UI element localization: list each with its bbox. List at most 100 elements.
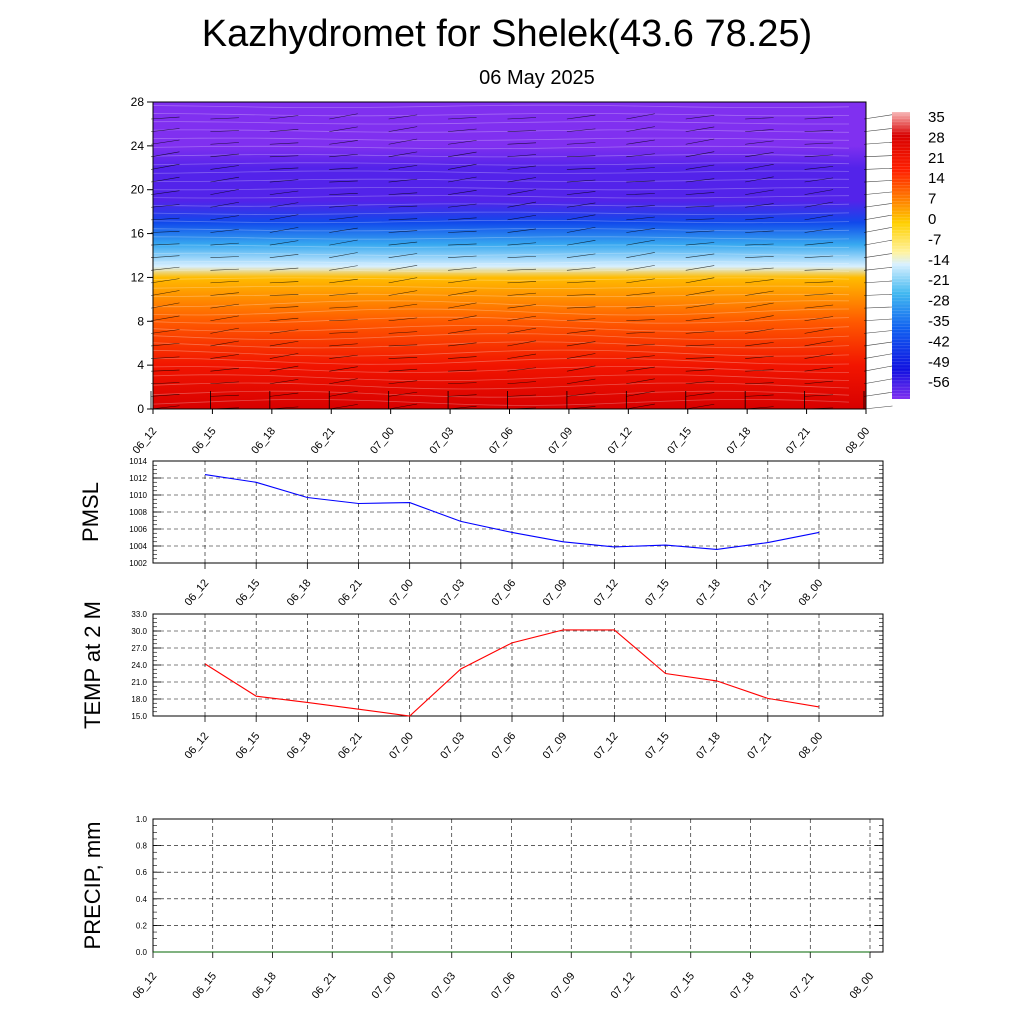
- wind-barb: [329, 292, 358, 296]
- wind-barb: [804, 380, 834, 385]
- wind-barb: [804, 154, 834, 158]
- isotherm-line: [152, 260, 850, 265]
- wind-barb: [566, 294, 596, 296]
- wind-barb: [388, 230, 418, 233]
- wind-barb: [745, 217, 774, 221]
- colorbar-label: -56: [928, 374, 950, 391]
- wind-barb: [388, 165, 418, 170]
- wind-barb: [745, 152, 774, 158]
- y-tick-label: 20: [131, 183, 145, 197]
- wind-barb: [150, 278, 180, 284]
- wind-barb: [388, 331, 418, 334]
- colorbar-label: 28: [928, 129, 945, 146]
- wind-barb: [626, 366, 655, 372]
- wind-barb: [210, 256, 239, 258]
- wind-barb: [329, 306, 358, 309]
- wind-barb: [210, 165, 239, 170]
- x-tick-label: 07_15: [665, 425, 694, 456]
- panel-frame: [152, 818, 884, 953]
- wind-barb: [150, 382, 180, 385]
- colorbar: 35 28 21 14 7 0 -7 -14 -21 -28 -35 -42 -49 -56: [892, 109, 950, 399]
- x-tick-label: 06_21: [310, 970, 339, 1001]
- isotherm-line: [152, 366, 850, 373]
- wind-barb: [329, 167, 358, 170]
- wind-barb: [507, 215, 537, 221]
- wind-barb: [685, 380, 715, 385]
- wind-barb: [329, 239, 358, 246]
- wind-barb: [566, 378, 596, 385]
- wind-barb: [626, 228, 655, 233]
- wind-barb: [150, 139, 180, 145]
- wind-barb: [388, 151, 418, 158]
- x-tick-label: 07_15: [643, 577, 672, 608]
- wind-barb: [269, 365, 299, 372]
- wind-barb: [685, 205, 715, 208]
- wind-barb: [388, 253, 418, 258]
- wind-barb: [507, 340, 537, 347]
- wind-barb: [507, 130, 537, 132]
- wind-barb: [150, 204, 180, 208]
- wind-barb: [269, 254, 299, 258]
- wind-barb: [626, 331, 655, 334]
- wind-barb: [745, 176, 774, 183]
- x-tick-label: 08_00: [847, 970, 876, 1001]
- x-tick-label: 06_12: [130, 970, 159, 1001]
- wind-barb: [685, 230, 715, 233]
- wind-barb: [863, 168, 893, 170]
- wind-barb: [150, 151, 180, 158]
- y-tick-label: 0.4: [136, 895, 148, 904]
- wind-barb: [448, 230, 477, 233]
- wind-barb: [388, 178, 418, 183]
- wind-barb: [566, 142, 596, 145]
- wind-barb: [329, 204, 358, 208]
- wind-barb: [745, 369, 774, 372]
- x-tick-label: 07_03: [428, 425, 457, 456]
- wind-barb: [210, 280, 239, 284]
- wind-barb: [685, 330, 715, 334]
- wind-barb: [863, 141, 893, 145]
- chart-subtitle: 06 May 2025: [479, 67, 595, 89]
- wind-barb: [210, 303, 239, 309]
- y-tick-label: 0.8: [136, 842, 148, 851]
- wind-barb: [863, 378, 893, 385]
- wind-barb: [626, 167, 655, 170]
- x-tick-label: 08_00: [843, 425, 872, 456]
- wind-barb: [269, 294, 299, 296]
- wind-barb: [685, 164, 715, 170]
- x-tick-label: 07_21: [784, 425, 813, 456]
- wind-barb: [685, 357, 715, 359]
- colorbar-label: -7: [928, 231, 941, 248]
- wind-barb: [388, 303, 418, 309]
- isotherm-line: [152, 170, 850, 174]
- wind-barb: [863, 306, 893, 309]
- wind-barb: [566, 267, 596, 271]
- wind-barb: [329, 126, 358, 132]
- wind-barb: [863, 180, 893, 183]
- wind-barb: [745, 290, 774, 296]
- isotherm-line: [152, 154, 850, 158]
- wind-barb: [685, 192, 715, 195]
- wind-barb: [448, 267, 477, 271]
- isotherm-line: [152, 382, 850, 390]
- wind-barb: [388, 192, 418, 195]
- isotherm-line: [152, 277, 850, 281]
- wind-barb: [863, 318, 893, 322]
- wind-barb: [804, 281, 834, 284]
- wind-barb: [210, 394, 239, 397]
- wind-barb: [507, 255, 537, 258]
- isotherm-line: [152, 228, 850, 232]
- wind-barb: [745, 203, 774, 208]
- wind-barb: [269, 129, 299, 132]
- wind-barb: [210, 381, 239, 385]
- wind-barb: [566, 353, 596, 359]
- wind-barb: [210, 340, 239, 347]
- wind-barb: [507, 189, 537, 195]
- wind-barb: [150, 356, 180, 359]
- wind-barb: [269, 329, 299, 334]
- wind-barb: [448, 243, 477, 246]
- y-tick-label: 24: [131, 139, 145, 153]
- wind-barb: [150, 243, 180, 246]
- wind-barb: [507, 154, 537, 158]
- wind-barb: [863, 353, 893, 359]
- wind-barb: [269, 167, 299, 170]
